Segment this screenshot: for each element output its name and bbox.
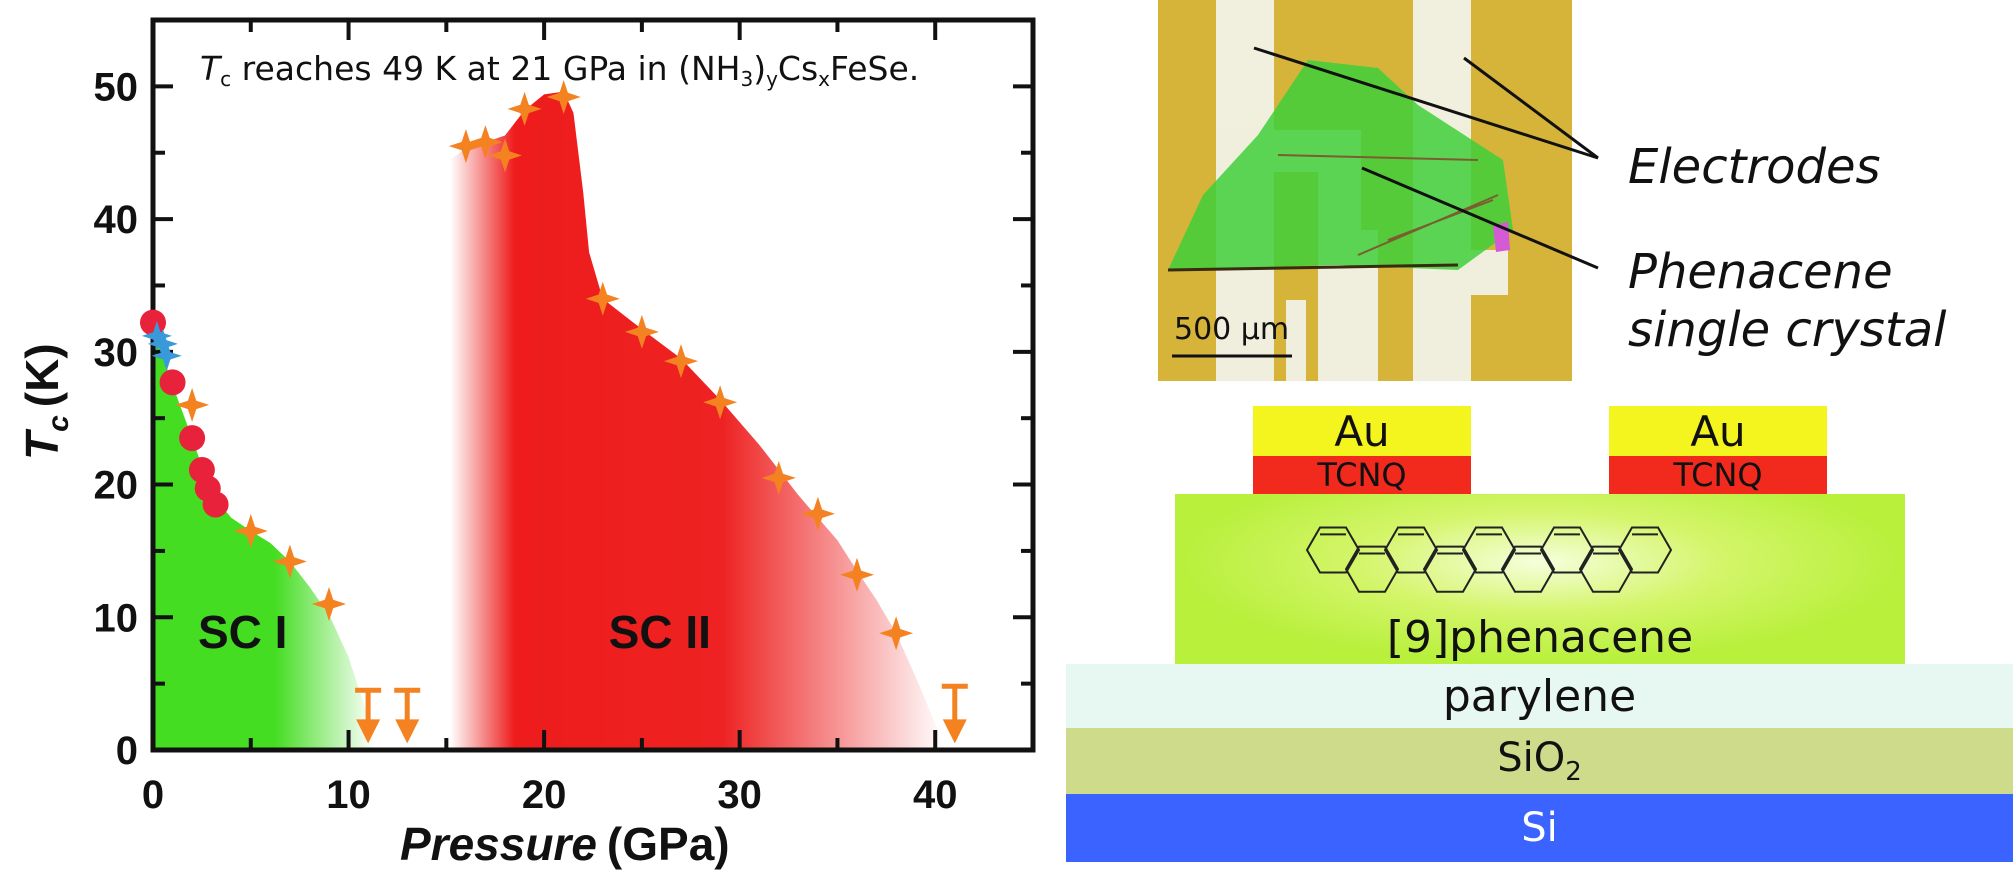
title-tc-symbol: T	[200, 49, 223, 88]
orange-star-point	[448, 129, 483, 164]
au-left-label: Au	[1334, 406, 1390, 456]
title-sub-y: y	[766, 67, 778, 91]
title-cs: Cs	[778, 49, 818, 88]
phenacene-label: [9]phenacene	[1386, 611, 1694, 663]
blue-star-point	[147, 328, 178, 359]
orange-star-point	[312, 587, 346, 621]
sio2-main: SiO	[1497, 735, 1566, 781]
upper-limit-arrow	[394, 687, 421, 744]
phenacene-molecule-icon	[1305, 526, 1673, 593]
parylene-label: parylene	[1442, 670, 1637, 722]
crystal-micrograph	[1158, 0, 1572, 381]
orange-star-point	[468, 125, 503, 160]
title-tc-subscript: c	[220, 67, 231, 91]
y-axis-label-unit: (K)	[16, 343, 68, 407]
phase-diagram-chart: 0 10 20 30 40 0 10 20 30 40 50 Tc reaches 49 K at …	[16, 17, 1036, 870]
y-axis-label-main: T	[16, 428, 68, 460]
x-axis-label-main: Pressure	[400, 818, 597, 870]
phenacene-layer: [9]phenacene	[1175, 494, 1905, 664]
red-circle-point	[159, 369, 186, 396]
orange-star-point	[879, 616, 914, 651]
title-sub-x: x	[818, 67, 830, 91]
crystal-label-line2: single crystal	[1628, 302, 1947, 358]
blue-star-point	[151, 340, 182, 371]
y-tick-label: 0	[116, 729, 138, 773]
region-label-sc2: SC II	[609, 606, 711, 658]
red-circle-point	[179, 425, 206, 452]
orange-star-point	[546, 80, 581, 114]
orange-star-point	[507, 91, 542, 126]
region-sc2-area	[450, 91, 945, 750]
upper-limit-arrow	[941, 683, 968, 744]
micrograph-image	[1158, 0, 1572, 381]
axis-ticks	[151, 18, 1035, 752]
orange-star-point	[800, 496, 835, 531]
parylene-layer: parylene	[1066, 664, 2013, 728]
orange-star-point	[624, 314, 659, 349]
tick-labels: 0 10 20 30 40 0 10 20 30 40 50	[94, 65, 958, 817]
y-tick-label: 10	[94, 596, 139, 640]
tcnq-left: TCNQ	[1253, 456, 1471, 494]
tcnq-right-label: TCNQ	[1673, 456, 1763, 494]
orange-star-point	[761, 460, 796, 495]
region-sc1-area	[153, 312, 374, 750]
au-right-label: Au	[1690, 406, 1746, 456]
y-axis-label: Tc (K)	[16, 343, 75, 460]
chart-title: Tc reaches 49 K at 21 GPa in (NH3)yCsxFe…	[200, 49, 919, 91]
phase-regions	[153, 91, 945, 750]
tcnq-right: TCNQ	[1609, 456, 1827, 494]
orange-star-point	[703, 385, 738, 420]
orange-star-point	[840, 557, 874, 592]
title-paren: )	[753, 49, 766, 88]
blue-star-point	[141, 320, 172, 351]
orange-star-point	[272, 544, 307, 579]
x-tick-label: 10	[326, 773, 371, 817]
x-tick-label: 0	[142, 773, 164, 817]
upper-limit-arrow	[355, 687, 382, 744]
y-tick-label: 20	[94, 464, 139, 508]
y-tick-label: 40	[94, 198, 139, 242]
sio2-label: SiO2	[1497, 735, 1582, 787]
sio2-sub: 2	[1565, 757, 1582, 787]
orange-star-point	[585, 281, 620, 316]
electrodes-label: Electrodes	[1628, 139, 1881, 195]
orange-star-point	[664, 344, 698, 379]
x-tick-label: 40	[913, 773, 958, 817]
tcnq-left-label: TCNQ	[1317, 456, 1407, 494]
device-cross-section: Au TCNQ Au TCNQ [9]phenacene parylene Si…	[1066, 400, 2013, 889]
title-sub-3: 3	[740, 67, 753, 91]
si-label: Si	[1521, 805, 1558, 851]
data-markers	[140, 80, 968, 744]
title-formula-end: FeSe.	[830, 49, 919, 88]
x-tick-label: 30	[717, 773, 762, 817]
region-label-sc1: SC I	[198, 606, 287, 658]
orange-star-point	[233, 514, 268, 548]
y-tick-label: 50	[94, 65, 139, 109]
plot-frame	[150, 17, 1036, 753]
au-left: Au	[1253, 406, 1471, 456]
sio2-layer: SiO2	[1066, 728, 2013, 794]
au-right: Au	[1609, 406, 1827, 456]
x-axis-label-unit: (GPa)	[607, 818, 730, 870]
axes-frame	[150, 17, 1036, 753]
y-tick-label: 30	[94, 331, 139, 375]
x-tick-label: 20	[522, 773, 567, 817]
orange-star-point	[488, 138, 522, 173]
orange-star-point	[175, 387, 210, 422]
crystal-label-line1: Phenacene	[1628, 244, 1893, 300]
y-axis-label-sub: c	[42, 415, 75, 432]
title-text: reaches 49 K at 21 GPa in (NH	[231, 49, 740, 88]
si-layer: Si	[1066, 794, 2013, 862]
x-axis-label: Pressure (GPa)	[400, 818, 730, 870]
red-circle-point	[202, 491, 229, 518]
